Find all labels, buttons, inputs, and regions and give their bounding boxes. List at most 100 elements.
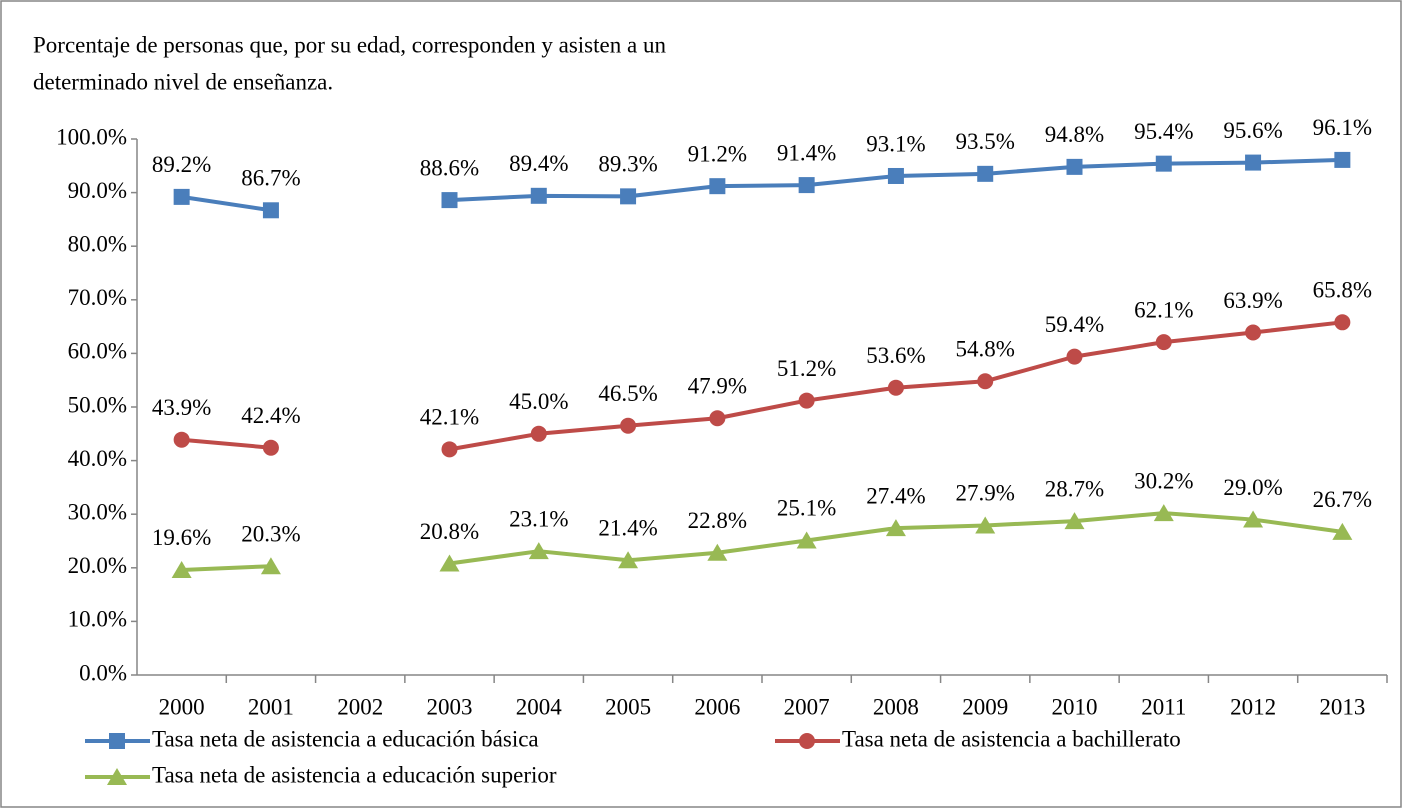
legend-marker — [107, 768, 127, 785]
data-label: 96.1% — [1313, 115, 1372, 140]
data-label: 51.2% — [777, 356, 836, 381]
legend-marker — [799, 733, 815, 749]
y-tick-label: 10.0% — [68, 607, 127, 632]
data-point — [1245, 154, 1262, 171]
data-point — [530, 425, 547, 442]
data-label: 86.7% — [241, 166, 300, 191]
data-point — [1334, 314, 1351, 331]
data-point — [530, 187, 547, 204]
data-point — [1155, 334, 1172, 351]
x-tick-label: 2003 — [427, 694, 473, 719]
data-point — [528, 542, 549, 560]
data-label: 42.1% — [420, 405, 479, 430]
y-tick-label: 80.0% — [68, 231, 127, 256]
data-point — [796, 531, 817, 549]
data-label: 95.6% — [1223, 118, 1282, 143]
data-point — [262, 439, 279, 456]
data-label: 21.4% — [598, 516, 657, 541]
data-point — [439, 554, 460, 572]
data-label: 25.1% — [777, 496, 836, 521]
data-point — [173, 188, 190, 205]
legend-marker — [109, 733, 125, 749]
data-point — [441, 441, 458, 458]
data-point — [260, 557, 281, 575]
data-label: 53.6% — [866, 343, 925, 368]
data-point — [1153, 504, 1174, 522]
data-label: 94.8% — [1045, 122, 1104, 147]
data-label: 65.8% — [1313, 278, 1372, 303]
x-tick-label: 2007 — [784, 694, 830, 719]
data-label: 54.8% — [956, 337, 1015, 362]
data-point — [977, 373, 994, 390]
y-tick-label: 50.0% — [68, 392, 127, 417]
data-point — [173, 431, 190, 448]
data-point — [1334, 151, 1351, 168]
data-label: 93.5% — [956, 129, 1015, 154]
legend-label: Tasa neta de asistencia a bachillerato — [842, 726, 1181, 751]
data-label: 28.7% — [1045, 476, 1104, 501]
data-point — [887, 379, 904, 396]
data-point — [1245, 324, 1262, 341]
y-tick-label: 100.0% — [56, 124, 127, 149]
data-point — [1243, 510, 1264, 528]
data-point — [1066, 348, 1083, 365]
x-tick-label: 2005 — [605, 694, 651, 719]
data-label: 27.4% — [866, 483, 925, 508]
data-label: 20.3% — [241, 521, 300, 546]
data-point — [709, 178, 726, 195]
data-label: 93.1% — [866, 131, 925, 156]
data-point — [620, 188, 637, 205]
data-label: 89.2% — [152, 152, 211, 177]
x-tick-label: 2009 — [962, 694, 1008, 719]
data-point — [441, 192, 458, 209]
data-label: 20.8% — [420, 519, 479, 544]
data-label: 29.0% — [1223, 475, 1282, 500]
data-label: 62.1% — [1134, 297, 1193, 322]
data-point — [618, 551, 639, 569]
data-label: 43.9% — [152, 395, 211, 420]
data-label: 91.4% — [777, 140, 836, 165]
y-tick-label: 60.0% — [68, 339, 127, 364]
legend-label: Tasa neta de asistencia a educación bási… — [152, 726, 539, 751]
data-label: 30.2% — [1134, 468, 1193, 493]
data-label: 89.4% — [509, 151, 568, 176]
data-label: 88.6% — [420, 155, 479, 180]
data-label: 42.4% — [241, 403, 300, 428]
y-tick-label: 90.0% — [68, 178, 127, 203]
data-point — [887, 167, 904, 184]
data-label: 19.6% — [152, 525, 211, 550]
x-tick-label: 2012 — [1230, 694, 1276, 719]
data-point — [707, 543, 728, 561]
y-tick-label: 30.0% — [68, 499, 127, 524]
data-point — [798, 177, 815, 194]
x-tick-label: 2010 — [1052, 694, 1098, 719]
data-label: 27.9% — [956, 481, 1015, 506]
data-label: 95.4% — [1134, 119, 1193, 144]
data-point — [1332, 522, 1353, 540]
chart-title: Porcentaje de personas que, por su edad,… — [33, 32, 666, 57]
y-tick-label: 70.0% — [68, 285, 127, 310]
data-label: 45.0% — [509, 389, 568, 414]
data-point — [262, 202, 279, 219]
y-tick-label: 0.0% — [79, 660, 127, 685]
data-label: 63.9% — [1223, 288, 1282, 313]
data-label: 22.8% — [688, 508, 747, 533]
data-label: 47.9% — [688, 374, 747, 399]
data-point — [885, 519, 906, 537]
data-label: 46.5% — [598, 381, 657, 406]
data-point — [709, 410, 726, 427]
x-tick-label: 2000 — [159, 694, 205, 719]
x-tick-label: 2013 — [1319, 694, 1365, 719]
x-tick-label: 2002 — [337, 694, 383, 719]
data-label: 26.7% — [1313, 487, 1372, 512]
x-tick-label: 2001 — [248, 694, 294, 719]
data-point — [1064, 512, 1085, 530]
data-point — [1066, 158, 1083, 175]
y-tick-label: 20.0% — [68, 553, 127, 578]
x-tick-label: 2004 — [516, 694, 563, 719]
data-point — [620, 417, 637, 434]
x-tick-label: 2008 — [873, 694, 919, 719]
